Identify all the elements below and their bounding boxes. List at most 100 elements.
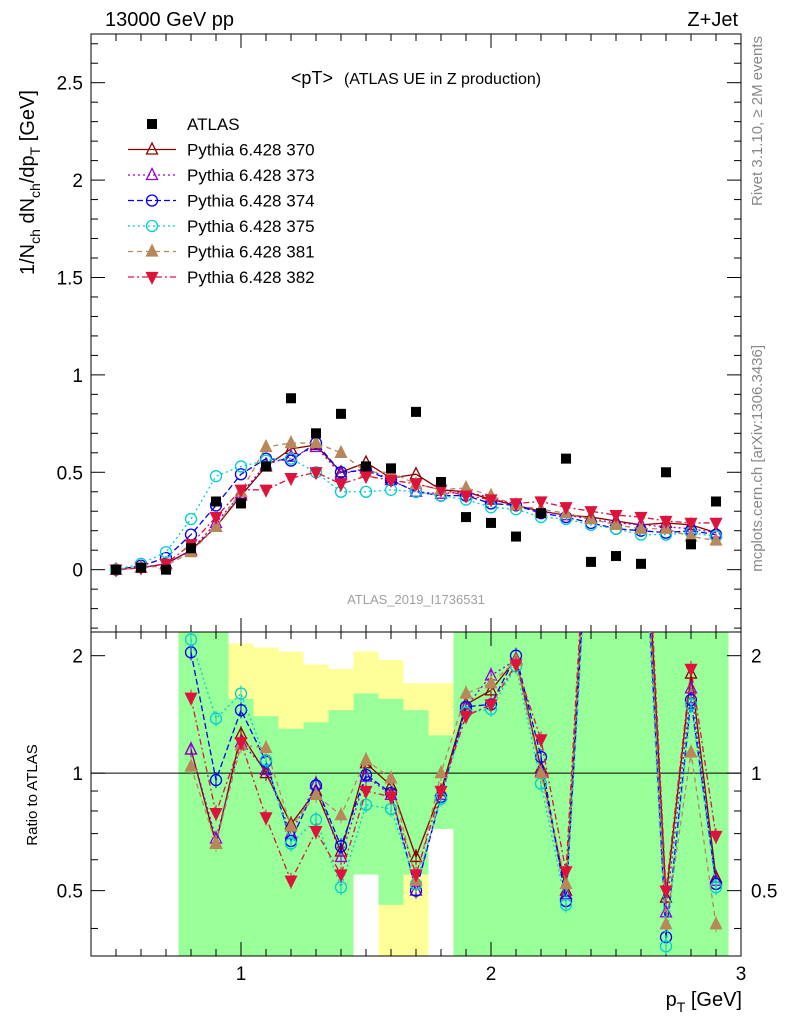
ratio-point xyxy=(184,633,198,646)
series-point xyxy=(609,509,623,524)
ratio-point xyxy=(334,869,348,883)
ratio-point xyxy=(434,785,448,799)
y-tick-label: 1 xyxy=(72,366,83,387)
data-point xyxy=(536,508,546,519)
ratio-tick-label: 0.5 xyxy=(57,882,83,903)
legend-label: Pythia 6.428 373 xyxy=(187,166,315,185)
series-point xyxy=(534,496,548,510)
y-tick-label: 2 xyxy=(72,171,83,192)
legend-marker xyxy=(145,271,159,285)
plot-title-main: <pT> xyxy=(291,68,333,88)
ratio-point xyxy=(259,740,273,754)
data-point xyxy=(486,517,496,528)
ratio-point xyxy=(209,773,223,787)
plot-title-sub: (ATLAS UE in Z production) xyxy=(344,71,541,88)
data-point xyxy=(686,539,696,550)
mcplots-label: mcplots.cern.ch [arXiv:1306.3436] xyxy=(749,345,766,572)
ratio-point xyxy=(534,734,548,748)
series-point xyxy=(309,467,323,481)
ratio-line-5 xyxy=(190,632,717,925)
legend-marker xyxy=(145,167,159,181)
data-point xyxy=(186,543,196,554)
ratio-point xyxy=(359,785,373,799)
series-point xyxy=(334,466,348,480)
ratio-point xyxy=(384,791,398,805)
ratio-point xyxy=(659,885,673,899)
ratio-point xyxy=(259,761,273,775)
ratio-point xyxy=(209,712,223,725)
series-point xyxy=(459,490,473,504)
ratio-series-layer xyxy=(184,632,723,955)
ratio-point xyxy=(184,741,198,755)
ratio-point xyxy=(709,830,723,845)
ratio-point xyxy=(534,765,548,779)
series-point xyxy=(234,484,248,498)
series-point xyxy=(709,532,723,546)
ratio-point xyxy=(559,898,573,911)
series-line-3 xyxy=(115,442,717,571)
ratio-point xyxy=(259,812,273,826)
y-tick-label: 0 xyxy=(72,561,83,582)
ratio-point xyxy=(309,786,323,800)
ratio-tick-label-right: 0.5 xyxy=(751,882,777,903)
ratio-point xyxy=(484,675,498,689)
ratio-point xyxy=(659,916,673,930)
series-point xyxy=(259,484,273,498)
data-point xyxy=(586,556,596,567)
series-point xyxy=(309,435,323,449)
ratio-point xyxy=(284,837,298,850)
ratio-tick-label-right: 1 xyxy=(751,764,762,785)
series-point xyxy=(634,511,648,526)
ratio-point xyxy=(684,698,698,711)
band-green xyxy=(203,632,229,956)
legend-marker-data xyxy=(147,119,157,129)
series-point xyxy=(284,452,298,465)
data-point xyxy=(361,461,371,472)
ratio-tick-label-right: 2 xyxy=(751,647,762,668)
series-point xyxy=(159,545,173,559)
ratio-point xyxy=(359,752,373,766)
series-point xyxy=(359,485,373,498)
data-point xyxy=(411,406,421,417)
band-green xyxy=(503,632,529,956)
x-tick-label: 2 xyxy=(486,964,497,985)
ratio-point xyxy=(409,869,423,883)
ratio-point xyxy=(209,835,223,849)
y-axis-title: 1/Nch dNch/dpT [GeV] xyxy=(17,90,43,275)
series-point xyxy=(384,474,398,489)
ratio-line-6 xyxy=(190,632,717,891)
ratio-line-1 xyxy=(190,632,717,898)
data-point xyxy=(636,558,646,569)
plot-title: <pT> (ATLAS UE in Z production) xyxy=(291,68,541,88)
legend-label-data: ATLAS xyxy=(187,115,240,134)
x-tick-label: 3 xyxy=(736,964,747,985)
ratio-point xyxy=(659,940,673,953)
series-point xyxy=(209,511,223,526)
series-point xyxy=(359,471,373,485)
data-point xyxy=(136,562,146,573)
ratio-point xyxy=(509,659,523,673)
series-point xyxy=(509,498,523,512)
energy-label: 13000 GeV pp xyxy=(105,9,234,31)
ratio-point xyxy=(184,646,198,659)
ratio-point xyxy=(184,692,198,706)
series-point xyxy=(609,516,623,531)
legend-label: Pythia 6.428 374 xyxy=(187,192,315,211)
x-tick-label: 1 xyxy=(236,964,247,985)
x-axis-title: pT [GeV] xyxy=(666,989,742,1015)
ratio-point xyxy=(409,848,423,863)
ratio-point xyxy=(334,807,348,821)
series-point xyxy=(234,468,248,481)
data-point xyxy=(286,393,296,404)
ratio-point xyxy=(684,663,698,677)
data-point xyxy=(511,531,521,542)
band-green xyxy=(703,632,729,956)
data-point xyxy=(161,564,171,575)
legend-marker xyxy=(145,219,159,233)
rivet-version-label: Rivet 3.1.10, ≥ 2M events xyxy=(749,36,766,206)
legend-marker xyxy=(145,141,159,155)
series-line-1 xyxy=(115,444,717,571)
data-point xyxy=(611,551,621,562)
ratio-point xyxy=(459,710,473,725)
ratio-point xyxy=(334,848,348,863)
